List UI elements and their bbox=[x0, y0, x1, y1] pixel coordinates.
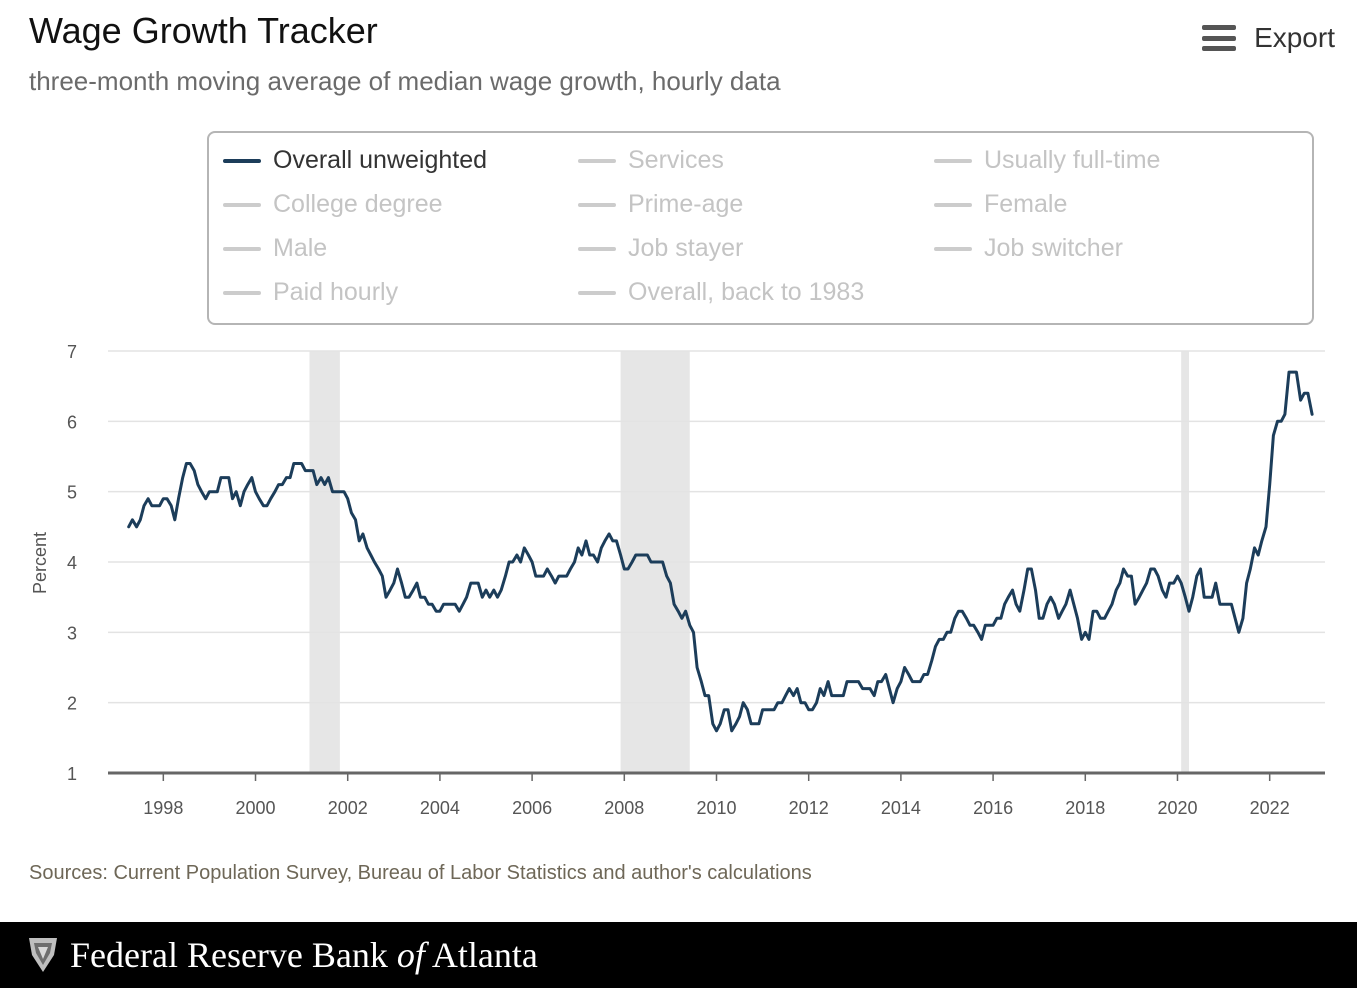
y-tick-label: 6 bbox=[67, 412, 77, 432]
line-chart: 1 2 3 4 5 6 7 1998 2000 2002 2004 2006 2008 2010 2012… bbox=[30, 342, 1325, 818]
legend-item-paid-hourly[interactable]: Paid hourly bbox=[223, 278, 398, 307]
x-tick-label: 2010 bbox=[696, 798, 736, 818]
legend-item-services[interactable]: Services bbox=[578, 146, 724, 175]
legend-swatch bbox=[223, 290, 261, 295]
legend-label: Paid hourly bbox=[273, 278, 399, 306]
legend-swatch bbox=[934, 246, 972, 251]
gridlines bbox=[108, 350, 1325, 775]
bank-name-part1: Federal Reserve Bank bbox=[70, 935, 397, 975]
legend-item-job-switcher[interactable]: Job switcher bbox=[934, 234, 1123, 263]
y-tick-label: 1 bbox=[67, 764, 77, 784]
series-lines bbox=[127, 370, 1314, 733]
legend-swatch bbox=[578, 158, 616, 163]
footer-banner: Federal Reserve Bank of Atlanta bbox=[0, 922, 1357, 988]
legend-label: Job switcher bbox=[984, 234, 1123, 262]
x-tick-label: 2020 bbox=[1157, 798, 1197, 818]
chart-title: Wage Growth Tracker bbox=[29, 10, 378, 51]
legend-swatch bbox=[223, 158, 261, 163]
legend-label: Overall unweighted bbox=[273, 146, 488, 174]
y-tick-label: 7 bbox=[67, 342, 77, 362]
legend-swatch bbox=[578, 246, 616, 251]
x-tick-label: 2014 bbox=[881, 798, 921, 818]
x-tick-label: 2008 bbox=[604, 798, 644, 818]
legend-item-job-stayer[interactable]: Job stayer bbox=[578, 234, 743, 263]
legend-swatch bbox=[934, 202, 972, 207]
legend-label: Male bbox=[273, 234, 328, 262]
legend-item-male[interactable]: Male bbox=[223, 234, 327, 263]
legend-item-overall-back-to-1983[interactable]: Overall, back to 1983 bbox=[578, 278, 864, 307]
export-button[interactable]: Export bbox=[1202, 22, 1335, 54]
legend: Overall unweighted Services Usually full… bbox=[207, 131, 1314, 325]
y-tick-label: 3 bbox=[67, 623, 77, 643]
legend-label: Usually full-time bbox=[984, 146, 1161, 174]
legend-swatch bbox=[934, 158, 972, 163]
legend-item-usually-full-time[interactable]: Usually full-time bbox=[934, 146, 1160, 175]
x-tick-label: 2012 bbox=[789, 798, 829, 818]
bank-name-part2: Atlanta bbox=[424, 935, 538, 975]
y-tick-label: 5 bbox=[67, 483, 77, 503]
legend-label: College degree bbox=[273, 190, 443, 218]
legend-swatch bbox=[578, 290, 616, 295]
chart-subtitle: three-month moving average of median wag… bbox=[29, 66, 781, 96]
legend-swatch bbox=[578, 202, 616, 207]
x-tick-label: 2002 bbox=[328, 798, 368, 818]
legend-swatch bbox=[223, 202, 261, 207]
x-tick-label: 2004 bbox=[420, 798, 460, 818]
x-tick-label: 2000 bbox=[235, 798, 275, 818]
legend-item-overall-unweighted[interactable]: Overall unweighted bbox=[223, 146, 487, 175]
legend-label: Female bbox=[984, 190, 1068, 218]
hamburger-menu-icon bbox=[1202, 25, 1237, 51]
eagle-seal-icon bbox=[29, 938, 57, 972]
y-axis-ticks: 1 2 3 4 5 6 7 bbox=[67, 342, 77, 784]
x-tick-label: 2018 bbox=[1065, 798, 1105, 818]
legend-label: Job stayer bbox=[628, 234, 744, 262]
x-tick-label: 2022 bbox=[1250, 798, 1290, 818]
source-note: Sources: Current Population Survey, Bure… bbox=[29, 862, 812, 884]
bank-name-of: of bbox=[396, 935, 425, 975]
export-label: Export bbox=[1254, 22, 1335, 53]
x-tick-label: 2016 bbox=[973, 798, 1013, 818]
legend-label: Prime-age bbox=[628, 190, 744, 218]
x-tick-label: 1998 bbox=[143, 798, 183, 818]
y-tick-label: 2 bbox=[67, 694, 77, 714]
legend-item-prime-age[interactable]: Prime-age bbox=[578, 190, 743, 219]
x-axis-ticks: 1998 2000 2002 2004 2006 2008 2010 2012 2014 2016… bbox=[143, 773, 1290, 818]
y-tick-label: 4 bbox=[67, 553, 77, 573]
legend-item-female[interactable]: Female bbox=[934, 190, 1067, 219]
legend-label: Services bbox=[628, 146, 724, 174]
bank-name: Federal Reserve Bank of Atlanta bbox=[70, 934, 538, 976]
legend-item-college-degree[interactable]: College degree bbox=[223, 190, 443, 219]
legend-label: Overall, back to 1983 bbox=[628, 278, 865, 306]
legend-swatch bbox=[223, 246, 261, 251]
x-tick-label: 2006 bbox=[512, 798, 552, 818]
y-axis-label: Percent bbox=[30, 532, 50, 594]
series-line-overall-unweighted bbox=[127, 370, 1314, 733]
